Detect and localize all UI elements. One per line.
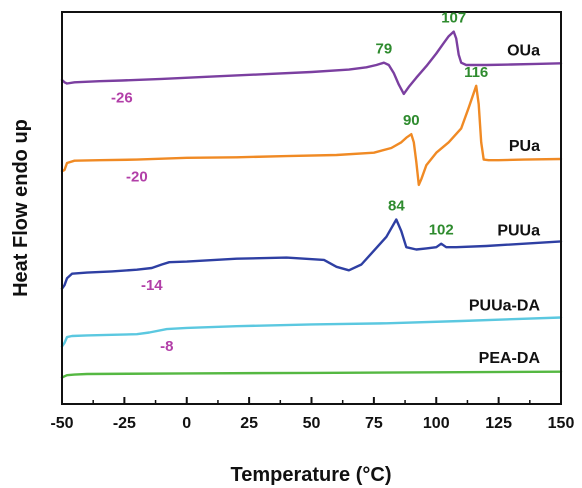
x-tick-label: -25 xyxy=(113,415,136,432)
series-label-pua: PUa xyxy=(509,138,540,155)
series-label-puua: PUUa xyxy=(497,223,540,240)
series-line-puua-da xyxy=(60,316,563,348)
series-line-pua xyxy=(60,84,563,187)
tm-annotation: 84 xyxy=(388,198,405,215)
tg-annotation: -20 xyxy=(126,169,148,186)
x-tick-label: 75 xyxy=(365,415,383,432)
x-tick-label: 0 xyxy=(182,415,191,432)
series-line-puua xyxy=(60,218,563,290)
x-tick-label: 100 xyxy=(423,415,450,432)
y-axis-title: Heat Flow endo up xyxy=(10,119,32,297)
tm-annotation: 90 xyxy=(403,112,420,129)
x-tick-label: 150 xyxy=(548,415,575,432)
series-label-puua-da: PUUa-DA xyxy=(469,297,541,314)
series-line-oua xyxy=(60,30,563,96)
tm-annotation: 116 xyxy=(464,64,488,81)
tm-annotation: 107 xyxy=(441,10,466,27)
x-tick-label: -50 xyxy=(50,415,73,432)
tg-annotation: -14 xyxy=(141,277,163,294)
x-tick-label: 50 xyxy=(303,415,321,432)
series-line-pea-da xyxy=(60,370,563,379)
tm-annotation: 102 xyxy=(429,222,454,239)
tg-annotation: -8 xyxy=(160,338,173,355)
series-label-oua: OUa xyxy=(507,42,540,59)
tm-annotation: 79 xyxy=(376,41,393,58)
series-label-pea-da: PEA-DA xyxy=(479,350,541,367)
x-tick-label: 25 xyxy=(240,415,258,432)
tg-annotation: -26 xyxy=(111,89,133,106)
x-tick-label: 125 xyxy=(485,415,512,432)
x-axis-title: Temperature (°C) xyxy=(231,464,392,486)
